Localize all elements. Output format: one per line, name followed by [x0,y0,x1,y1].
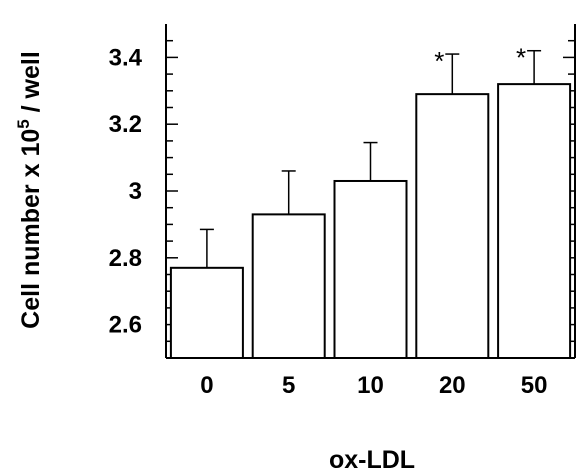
x-tick-label: 5 [282,372,295,399]
bar [251,213,326,359]
y-tick-label: 3 [129,178,142,205]
significance-marker: * [516,43,526,73]
y-axis-title-main: Cell number x 10 [17,129,45,329]
plot-area: 2.6 2.8 3 3.2 3.4 0 5 10 * 20 * 50 [109,24,576,399]
bar [415,93,490,359]
bar [497,83,572,360]
x-tick-label: 0 [200,372,213,399]
y-tick-label: 2.8 [109,245,142,272]
significance-marker: * [434,46,444,76]
x-tick-label: 20 [439,372,466,399]
y-axis-title-tail: / well [17,51,45,119]
bar [169,266,244,360]
x-tick-label: 50 [521,372,548,399]
x-tick-label: 10 [357,372,384,399]
y-axis-title-superscript: 5 [14,119,33,128]
y-tick-label: 3.4 [109,44,143,71]
y-axis-title: Cell number x 105 / well [14,51,45,329]
x-axis-title: ox-LDL [329,446,415,470]
y-tick-label: 2.6 [109,312,142,339]
bar [333,179,408,359]
y-tick-label: 3.2 [109,111,142,138]
